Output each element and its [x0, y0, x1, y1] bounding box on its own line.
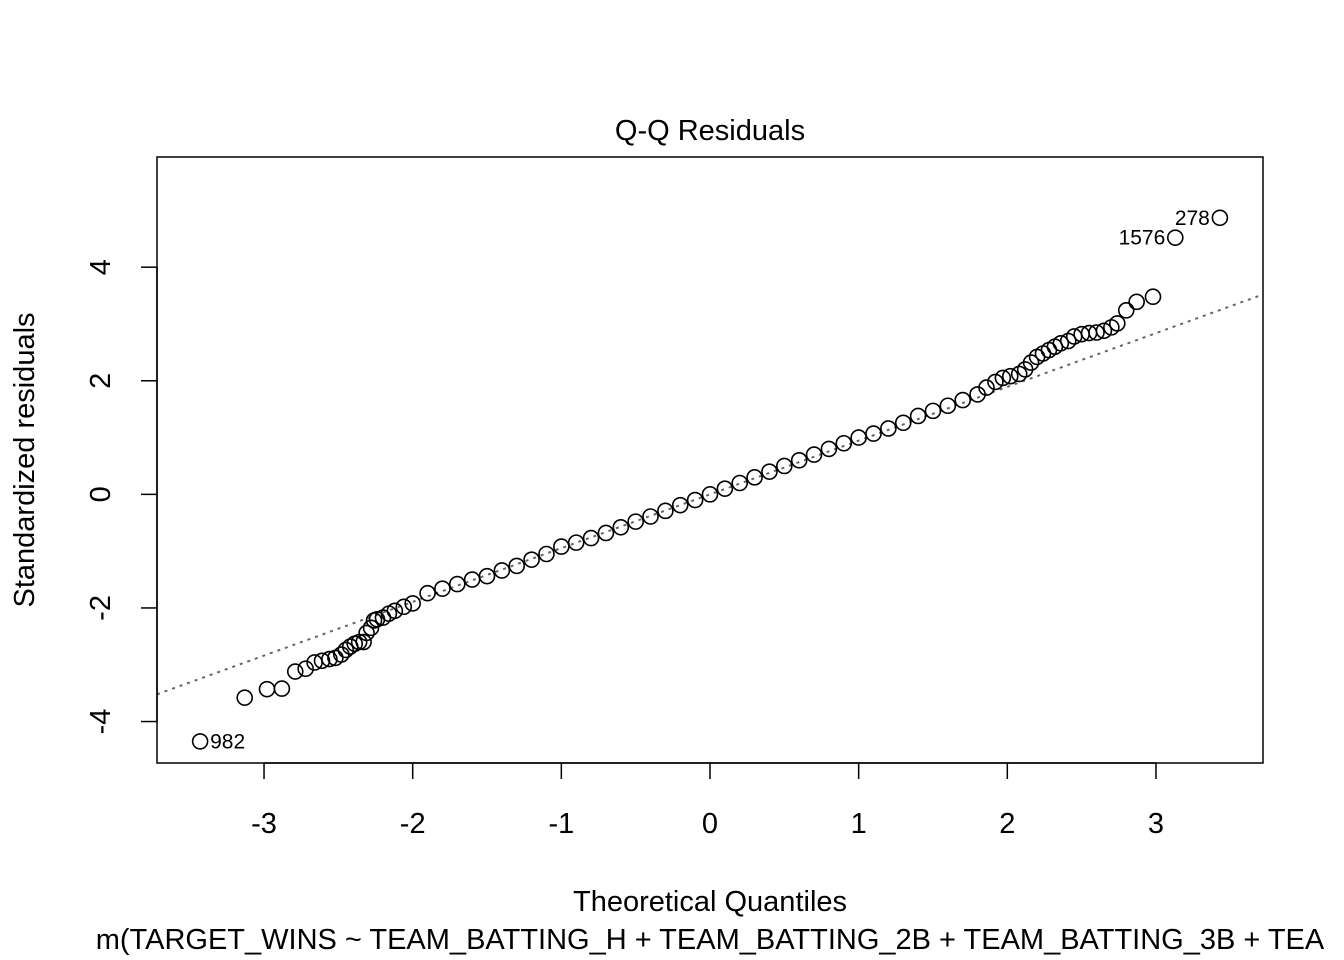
data-point	[880, 420, 897, 437]
y-axis: -4 -2 0 2 4	[85, 259, 158, 735]
data-point	[523, 551, 540, 568]
data-point	[1211, 209, 1229, 227]
x-tick-label: -1	[548, 808, 574, 840]
data-point	[1022, 354, 1040, 371]
chart-title: Q-Q Residuals	[615, 115, 805, 147]
data-point	[994, 369, 1012, 387]
data-point	[1109, 315, 1126, 332]
data-point	[434, 580, 451, 597]
outlier-label: 982	[210, 730, 245, 753]
data-point	[337, 641, 355, 659]
data-point	[1088, 324, 1105, 341]
x-tick-label: -2	[400, 808, 426, 840]
data-point	[355, 633, 372, 651]
data-point	[478, 567, 496, 585]
y-tick-label: -2	[85, 595, 117, 621]
data-point	[776, 457, 793, 475]
y-tick-label: 2	[85, 373, 117, 389]
data-point	[1095, 322, 1113, 340]
data-point	[508, 557, 526, 575]
data-point	[538, 545, 555, 563]
data-point	[954, 391, 972, 409]
data-point	[448, 575, 466, 593]
data-point	[463, 571, 481, 588]
data-point	[582, 529, 600, 547]
x-tick-label: -3	[251, 808, 277, 840]
x-tick-label: 1	[851, 808, 867, 840]
data-point	[419, 584, 436, 602]
x-axis: -3 -2 -1 0 1 2 3	[251, 762, 1164, 840]
data-point	[273, 680, 291, 697]
data-point	[236, 689, 254, 706]
data-point	[395, 598, 413, 616]
model-formula-subtitle: m(TARGET_WINS ~ TEAM_BATTING_H + TEAM_BA…	[96, 924, 1325, 956]
data-point	[1117, 302, 1135, 319]
x-tick-label: 2	[999, 808, 1015, 840]
data-point	[597, 524, 615, 542]
data-point	[1052, 334, 1070, 352]
data-point	[716, 480, 734, 497]
y-tick-label: 0	[85, 486, 117, 502]
data-point	[191, 733, 209, 750]
data-point	[835, 434, 853, 452]
data-point	[297, 660, 314, 678]
plot-frame	[156, 156, 1264, 764]
data-point	[701, 486, 719, 503]
data-point	[1144, 288, 1162, 306]
x-axis-label: Theoretical Quantiles	[573, 886, 847, 918]
data-point	[894, 414, 912, 432]
data-point	[671, 496, 689, 514]
data-point	[1010, 365, 1028, 383]
data-point	[761, 463, 778, 480]
x-tick-label: 0	[702, 808, 718, 840]
data-point	[1166, 229, 1184, 246]
data-point	[627, 513, 644, 530]
y-axis-label: Standardized residuals	[9, 312, 41, 607]
data-point	[313, 652, 331, 670]
y-tick-label: -4	[85, 709, 117, 735]
data-point	[258, 680, 276, 698]
data-point	[731, 474, 749, 492]
data-point	[686, 491, 704, 509]
data-point	[642, 508, 659, 525]
data-point	[805, 446, 823, 463]
data-point	[386, 602, 404, 620]
data-point	[1001, 367, 1019, 385]
outlier-label: 1576	[1119, 227, 1166, 250]
data-point	[790, 451, 808, 469]
data-point	[1059, 332, 1077, 350]
data-point	[493, 562, 511, 579]
data-point	[1128, 293, 1145, 311]
data-point	[820, 440, 838, 458]
data-point	[865, 425, 882, 442]
data-point	[850, 429, 867, 446]
data-point	[924, 402, 942, 420]
data-point	[321, 650, 338, 668]
data-point	[567, 534, 585, 551]
data-point	[978, 379, 995, 396]
reference-line	[157, 293, 1263, 696]
data-point	[553, 538, 570, 555]
points-layer	[191, 209, 1229, 750]
data-point	[746, 469, 763, 486]
point-labels-layer: 278 1576 982	[210, 207, 1210, 754]
data-point	[404, 595, 421, 612]
data-point	[657, 502, 674, 520]
x-tick-label: 3	[1148, 808, 1164, 840]
data-point	[939, 397, 957, 415]
data-point	[909, 407, 927, 425]
y-tick-label: 4	[85, 259, 117, 275]
data-point	[286, 663, 304, 680]
data-point	[362, 619, 380, 637]
data-point	[612, 519, 630, 536]
data-point	[358, 624, 375, 642]
outlier-label: 278	[1175, 207, 1210, 230]
